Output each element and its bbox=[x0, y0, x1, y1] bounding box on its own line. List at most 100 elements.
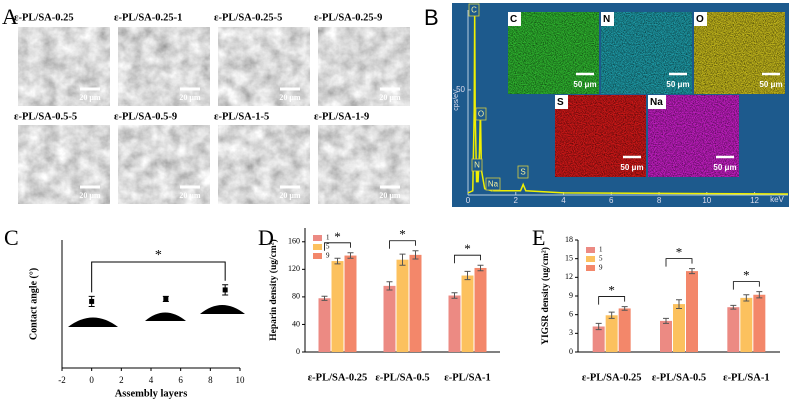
scale-bar-label: 20 μm bbox=[379, 191, 401, 200]
legend-swatch bbox=[586, 256, 595, 262]
error-bar bbox=[595, 322, 602, 331]
significance-mark: * bbox=[464, 241, 471, 256]
error-bar bbox=[663, 317, 669, 324]
scale-bar-label: 20 μm bbox=[279, 191, 301, 200]
legend-swatch bbox=[313, 244, 322, 250]
y-tick-label: 18 bbox=[565, 235, 573, 244]
error-bar bbox=[451, 292, 458, 299]
y-axis-label: Contact angle (°) bbox=[28, 268, 39, 340]
sem-image bbox=[18, 27, 110, 106]
droplet bbox=[145, 312, 186, 321]
point bbox=[222, 287, 228, 293]
significance-mark: * bbox=[334, 229, 341, 244]
scale-bar-label: 20 μm bbox=[79, 191, 101, 200]
image-title: ε-PL/SA-0.25 bbox=[14, 12, 74, 23]
legend-swatch bbox=[313, 235, 322, 241]
peak-label-box bbox=[468, 3, 480, 17]
significance-bracket bbox=[454, 254, 481, 264]
error-bar bbox=[321, 295, 328, 301]
x-tick-label: 4 bbox=[149, 375, 154, 385]
x-tick-label: 2 bbox=[119, 375, 124, 385]
error-bar bbox=[676, 299, 682, 309]
panel-label: B bbox=[424, 5, 439, 30]
significance-bracket bbox=[389, 240, 416, 249]
panel-label: E bbox=[532, 225, 545, 250]
map-scale-label: 50 μm bbox=[573, 80, 596, 89]
error-bar bbox=[608, 311, 615, 319]
bar bbox=[740, 297, 753, 352]
legend-label: 1 bbox=[599, 246, 603, 254]
y-tick-label: 12 bbox=[565, 272, 573, 281]
bar bbox=[686, 271, 698, 352]
sem-image bbox=[118, 125, 210, 204]
peak-label: N bbox=[474, 161, 480, 170]
map-texture bbox=[508, 12, 599, 94]
image-title: ε-PL/SA-0.25-1 bbox=[114, 12, 182, 23]
droplet bbox=[200, 305, 245, 314]
x-tick-label: 0 bbox=[89, 375, 94, 385]
map-scale-label: 50 μm bbox=[620, 163, 643, 172]
bar bbox=[461, 275, 474, 352]
legend-label: 9 bbox=[599, 264, 603, 272]
x-tick-label: 6 bbox=[178, 375, 183, 385]
legend-label: 1 bbox=[326, 234, 330, 242]
panel-label: D bbox=[258, 225, 274, 250]
map-texture bbox=[694, 12, 785, 94]
peak-label: S bbox=[520, 168, 525, 177]
spectrum-line bbox=[467, 12, 789, 195]
map-label-box bbox=[694, 12, 707, 26]
bar bbox=[383, 285, 396, 352]
error-bar bbox=[477, 264, 484, 272]
x-tick-label: 8 bbox=[657, 196, 662, 205]
x-tick-label: 10 bbox=[236, 375, 246, 385]
y-tick-label: 0 bbox=[296, 347, 300, 356]
y-axis-label: Heparin density (ug/cm²) bbox=[268, 239, 279, 341]
map-label-box bbox=[555, 95, 568, 109]
map-scale-label: 50 μm bbox=[713, 163, 736, 172]
map-scale-label: 50 μm bbox=[666, 80, 689, 89]
map-label-box bbox=[648, 95, 666, 109]
image-title: ε-PL/SA-0.5-9 bbox=[114, 111, 177, 122]
bar bbox=[331, 261, 344, 352]
sem-image bbox=[218, 27, 310, 106]
image-title: ε-PL/SA-1-5 bbox=[214, 111, 269, 122]
map-label-box bbox=[508, 12, 521, 26]
x-tick-label: 2 bbox=[514, 196, 519, 205]
x-tick-label: 0 bbox=[466, 196, 471, 205]
panel-label: C bbox=[4, 225, 19, 250]
sem-image bbox=[318, 125, 410, 204]
y-tick-label: 15 bbox=[565, 253, 573, 262]
legend-swatch bbox=[586, 265, 595, 271]
sem-image bbox=[318, 27, 410, 106]
map-texture bbox=[555, 95, 646, 177]
x-tick-label: 10 bbox=[702, 196, 711, 205]
scale-bar-label: 20 μm bbox=[279, 93, 301, 102]
bar bbox=[753, 294, 766, 352]
bar bbox=[660, 320, 672, 352]
y-tick-label: 3 bbox=[569, 328, 573, 337]
x-tick-label: ε-PL/SA-0.5 bbox=[375, 372, 429, 383]
x-tick-label: ε-PL/SA-1 bbox=[444, 372, 491, 383]
legend-swatch bbox=[313, 253, 322, 259]
error-bar bbox=[621, 306, 628, 311]
peak-label: C bbox=[471, 6, 477, 15]
map-label: N bbox=[603, 14, 610, 25]
map-label: S bbox=[557, 97, 564, 108]
bar bbox=[474, 267, 487, 352]
legend-label: 5 bbox=[599, 255, 603, 263]
map-label: C bbox=[510, 14, 517, 25]
x-tick-label: ε-PL/SA-0.25 bbox=[308, 372, 368, 383]
bar bbox=[727, 307, 740, 352]
y-tick-label: 0 bbox=[569, 347, 573, 356]
x-tick-label: 8 bbox=[208, 375, 213, 385]
peak-label-box bbox=[517, 165, 529, 179]
peak-label-box bbox=[485, 177, 501, 191]
x-axis-label: Assembly layers bbox=[115, 388, 188, 399]
point bbox=[163, 296, 169, 302]
scale-bar-label: 20 μm bbox=[179, 191, 201, 200]
sem-image bbox=[218, 125, 310, 204]
bar bbox=[618, 308, 631, 352]
map-scale-label: 50 μm bbox=[759, 80, 782, 89]
x-tick-label: ε-PL/SA-0.5 bbox=[652, 372, 706, 383]
